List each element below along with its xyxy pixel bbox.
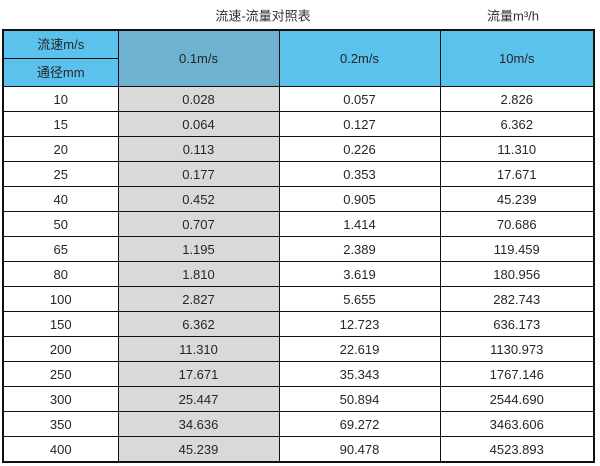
flow-value-cell: 3.619: [278, 261, 441, 287]
flow-value-cell: 180.956: [439, 261, 595, 287]
flow-value-cell: 119.459: [439, 236, 595, 262]
flow-value-cell: 0.127: [278, 111, 441, 137]
diameter-cell: 20: [2, 136, 119, 162]
flow-value-cell: 0.905: [278, 186, 441, 212]
diameter-cell: 80: [2, 261, 119, 287]
table-row: 40 0.452 0.905 45.239: [2, 186, 595, 212]
flow-value-cell: 11.310: [117, 336, 280, 362]
flow-value-cell: 0.452: [117, 186, 280, 212]
flow-value-cell: 0.028: [117, 86, 280, 112]
table-row: 15 0.064 0.127 6.362: [2, 111, 595, 137]
flow-value-cell: 2.827: [117, 286, 280, 312]
table-row: 20 0.113 0.226 11.310: [2, 136, 595, 162]
flow-unit-label: 流量m³/h: [486, 8, 540, 23]
flow-value-cell: 1130.973: [439, 336, 595, 362]
table-row: 25 0.177 0.353 17.671: [2, 161, 595, 187]
diameter-cell: 40: [2, 186, 119, 212]
table-header: 流速m/s 通径mm 0.1m/s 0.2m/s 10m/s: [2, 29, 595, 87]
table-row: 150 6.362 12.723 636.173: [2, 311, 595, 337]
diameter-cell: 350: [2, 411, 119, 437]
flow-value-cell: 70.686: [439, 211, 595, 237]
flow-value-cell: 6.362: [439, 111, 595, 137]
diameter-cell: 10: [2, 86, 119, 112]
flow-value-cell: 34.636: [117, 411, 280, 437]
diameter-cell: 50: [2, 211, 119, 237]
flow-value-cell: 1.414: [278, 211, 441, 237]
table-row: 300 25.447 50.894 2544.690: [2, 386, 595, 412]
table-row: 80 1.810 3.619 180.956: [2, 261, 595, 287]
flow-value-cell: 11.310: [439, 136, 595, 162]
flow-value-cell: 2.389: [278, 236, 441, 262]
column-header-0-2ms: 0.2m/s: [278, 29, 441, 87]
flow-value-cell: 35.343: [278, 361, 441, 387]
flow-value-cell: 0.057: [278, 86, 441, 112]
corner-label-diameter: 通径mm: [4, 58, 117, 86]
flow-value-cell: 636.173: [439, 311, 595, 337]
flow-value-cell: 0.064: [117, 111, 280, 137]
table-row: 100 2.827 5.655 282.743: [2, 286, 595, 312]
page-header: 流速-流量对照表 流量m³/h: [0, 0, 600, 29]
flow-comparison-table: 流速m/s 通径mm 0.1m/s 0.2m/s 10m/s 10 0.028 …: [2, 29, 595, 463]
flow-value-cell: 0.707: [117, 211, 280, 237]
flow-value-cell: 5.655: [278, 286, 441, 312]
corner-label-velocity: 流速m/s: [37, 37, 85, 52]
table-row: 350 34.636 69.272 3463.606: [2, 411, 595, 437]
flow-value-cell: 45.239: [439, 186, 595, 212]
header-row: 流速m/s 通径mm 0.1m/s 0.2m/s 10m/s: [2, 29, 595, 87]
flow-value-cell: 4523.893: [439, 436, 595, 463]
table-row: 50 0.707 1.414 70.686: [2, 211, 595, 237]
diameter-cell: 25: [2, 161, 119, 187]
table-row: 200 11.310 22.619 1130.973: [2, 336, 595, 362]
diameter-cell: 100: [2, 286, 119, 312]
diameter-cell: 15: [2, 111, 119, 137]
table-row: 400 45.239 90.478 4523.893: [2, 436, 595, 463]
diameter-cell: 400: [2, 436, 119, 463]
diameter-cell: 200: [2, 336, 119, 362]
flow-value-cell: 282.743: [439, 286, 595, 312]
flow-value-cell: 90.478: [278, 436, 441, 463]
diameter-cell: 300: [2, 386, 119, 412]
flow-value-cell: 2.826: [439, 86, 595, 112]
page-title: 流速-流量对照表: [215, 8, 311, 23]
flow-value-cell: 69.272: [278, 411, 441, 437]
flow-value-cell: 1767.146: [439, 361, 595, 387]
flow-value-cell: 0.353: [278, 161, 441, 187]
flow-value-cell: 25.447: [117, 386, 280, 412]
flow-value-cell: 1.810: [117, 261, 280, 287]
flow-value-cell: 3463.606: [439, 411, 595, 437]
flow-value-cell: 0.113: [117, 136, 280, 162]
diameter-cell: 250: [2, 361, 119, 387]
flow-value-cell: 45.239: [117, 436, 280, 463]
table-row: 250 17.671 35.343 1767.146: [2, 361, 595, 387]
corner-header-cell: 流速m/s 通径mm: [2, 29, 119, 87]
column-header-0-1ms: 0.1m/s: [117, 29, 280, 87]
diameter-cell: 150: [2, 311, 119, 337]
flow-value-cell: 22.619: [278, 336, 441, 362]
flow-value-cell: 17.671: [117, 361, 280, 387]
flow-value-cell: 50.894: [278, 386, 441, 412]
table-row: 65 1.195 2.389 119.459: [2, 236, 595, 262]
flow-value-cell: 12.723: [278, 311, 441, 337]
column-header-10ms: 10m/s: [439, 29, 595, 87]
flow-value-cell: 6.362: [117, 311, 280, 337]
flow-value-cell: 2544.690: [439, 386, 595, 412]
flow-value-cell: 0.226: [278, 136, 441, 162]
flow-value-cell: 1.195: [117, 236, 280, 262]
table-row: 10 0.028 0.057 2.826: [2, 86, 595, 112]
diameter-cell: 65: [2, 236, 119, 262]
table-body: 10 0.028 0.057 2.826 15 0.064 0.127 6.36…: [2, 86, 595, 463]
flow-value-cell: 0.177: [117, 161, 280, 187]
flow-value-cell: 17.671: [439, 161, 595, 187]
